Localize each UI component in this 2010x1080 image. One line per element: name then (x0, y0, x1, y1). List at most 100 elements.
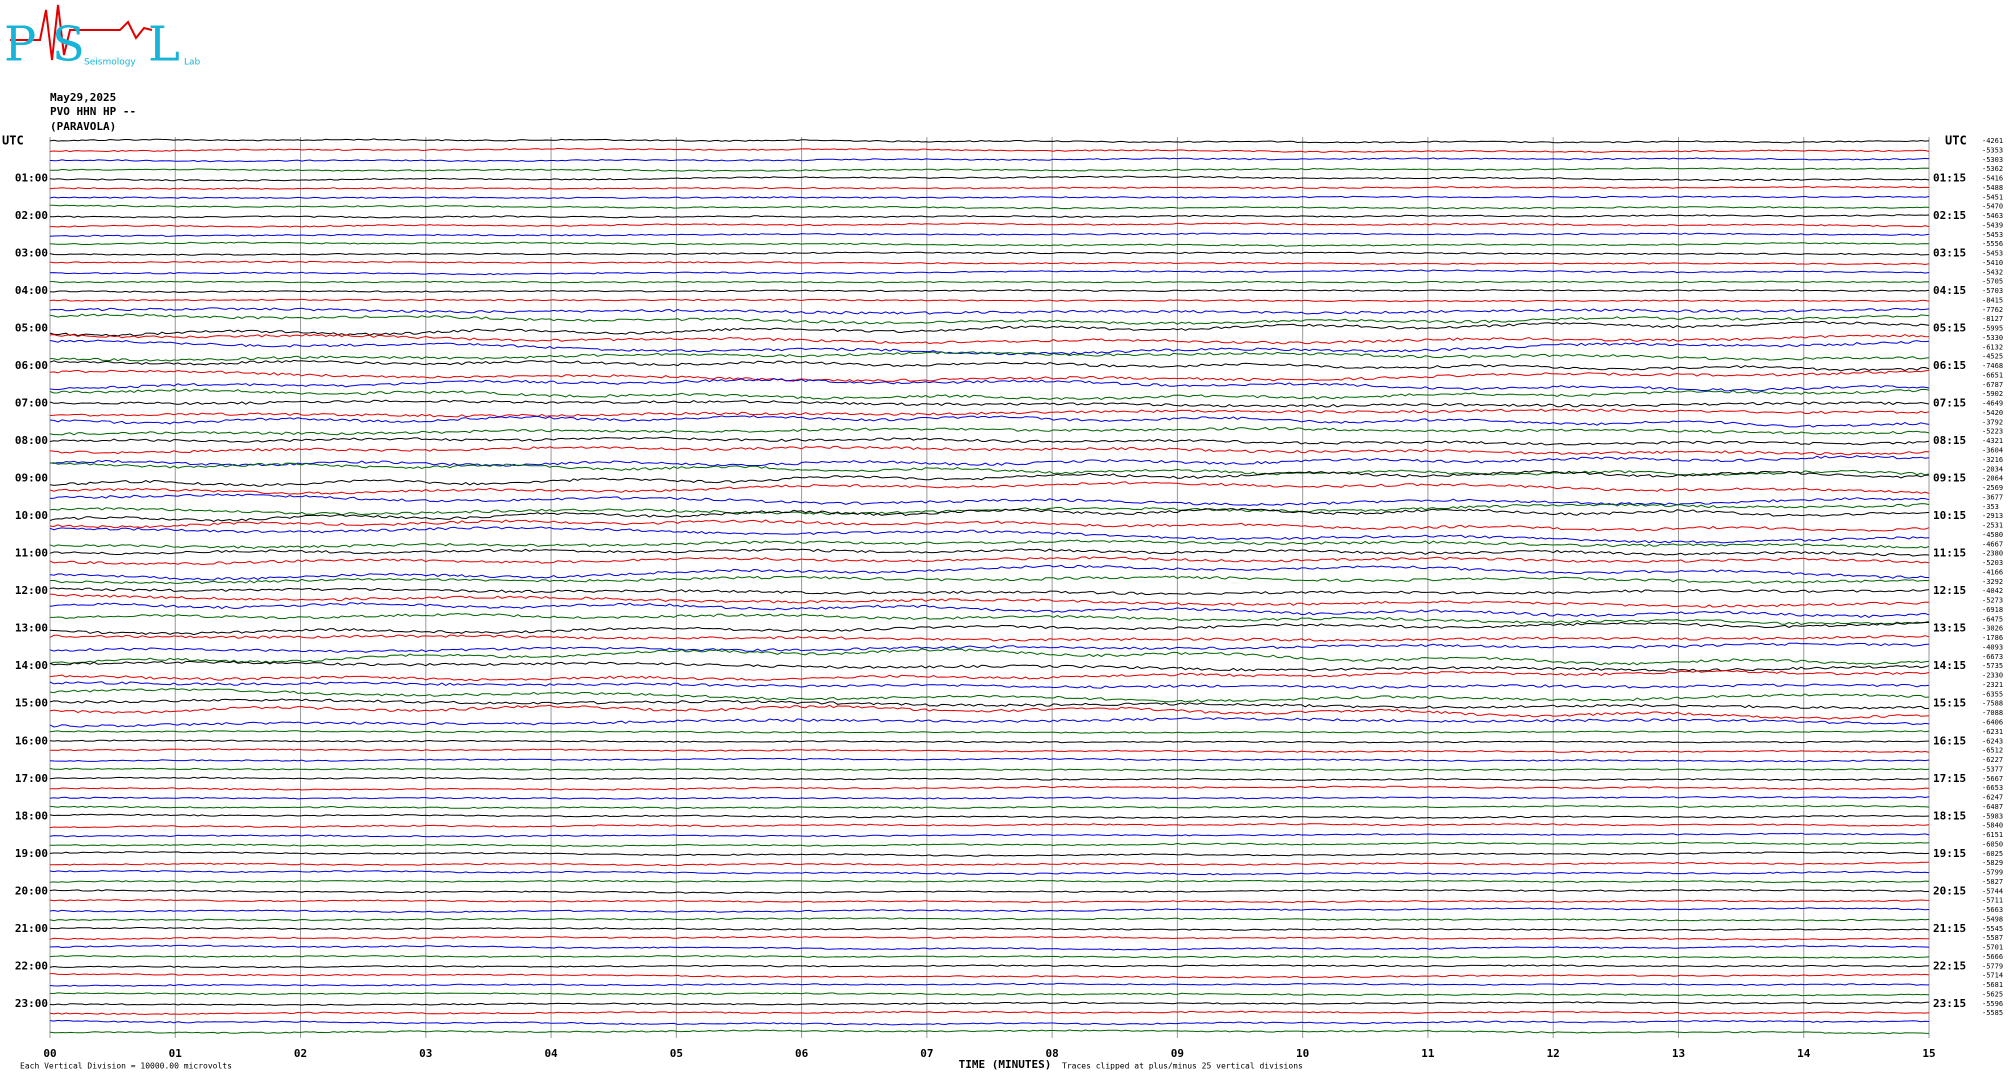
row-offset: -5587 (1982, 934, 2003, 942)
right-row-label: 04:15 (1933, 284, 1966, 297)
x-tick-label: 09 (1171, 1047, 1184, 1060)
trace (49, 408, 1930, 418)
row-offset: -5432 (1982, 268, 2003, 276)
trace (49, 359, 1930, 372)
right-row-label: 19:15 (1933, 847, 1966, 860)
trace (49, 621, 1930, 636)
x-tick-label: 10 (1296, 1047, 1309, 1060)
row-offset: -4667 (1982, 540, 2003, 548)
trace (49, 832, 1930, 838)
x-tick-label: 13 (1672, 1047, 1685, 1060)
left-row-label: 13:00 (15, 622, 48, 635)
trace (49, 481, 1930, 495)
trace (49, 269, 1930, 276)
row-offset: -5714 (1982, 972, 2003, 980)
row-offset: -7588 (1982, 700, 2003, 708)
trace (49, 157, 1930, 163)
trace (49, 260, 1930, 266)
trace (49, 813, 1930, 819)
row-offset: -7762 (1982, 306, 2003, 314)
row-offset: -5488 (1982, 184, 2003, 192)
trace (49, 251, 1930, 256)
row-offset: -1786 (1982, 634, 2003, 642)
left-row-label: 11:00 (15, 547, 48, 560)
row-offset: -5416 (1982, 175, 2003, 183)
row-offset: -5470 (1982, 203, 2003, 211)
trace (49, 320, 1930, 337)
trace (49, 869, 1930, 876)
trace (49, 851, 1930, 857)
row-offset: -5556 (1982, 240, 2003, 248)
trace (49, 602, 1930, 618)
row-offset: -4093 (1982, 643, 2003, 651)
trace (49, 138, 1930, 144)
row-offset: -2034 (1982, 465, 2003, 473)
row-offset: -2064 (1982, 475, 2003, 483)
trace (49, 964, 1929, 969)
trace (49, 493, 1930, 507)
right-row-label: 07:15 (1933, 397, 1966, 410)
row-offset: -5223 (1982, 428, 2003, 436)
x-tick-label: 00 (43, 1047, 56, 1060)
left-axis-label: UTC (2, 134, 24, 148)
row-offset: -4321 (1982, 437, 2003, 445)
row-offset: -4261 (1982, 137, 2003, 145)
trace (50, 167, 1930, 172)
row-offset: -6487 (1982, 803, 2003, 811)
row-offset: -5799 (1982, 869, 2003, 877)
trace (49, 427, 1930, 436)
trace (49, 955, 1930, 959)
trace (49, 669, 1930, 682)
row-offset: -3216 (1982, 456, 2003, 464)
row-offset: -4042 (1982, 587, 2003, 595)
row-offset: -5545 (1982, 925, 2003, 933)
right-row-label: 21:15 (1933, 922, 1966, 935)
x-tick-label: 07 (920, 1047, 933, 1060)
row-offset: -4525 (1982, 353, 2003, 361)
x-tick-label: 04 (544, 1047, 558, 1060)
right-row-label: 06:15 (1933, 359, 1966, 372)
row-offset: -5829 (1982, 859, 2003, 867)
row-offset: -5779 (1982, 962, 2003, 970)
trace (49, 704, 1930, 720)
row-offset: -6355 (1982, 690, 2003, 698)
trace (49, 507, 1930, 523)
right-row-label: 08:15 (1933, 434, 1966, 447)
logo: P S L Seismology Lab (4, 4, 201, 73)
row-offset: -7468 (1982, 362, 2003, 370)
trace (49, 642, 1930, 653)
left-row-label: 21:00 (15, 922, 48, 935)
trace (49, 575, 1930, 585)
row-offset: -5703 (1982, 287, 2003, 295)
row-offset: -3292 (1982, 578, 2003, 586)
row-offset: -2531 (1982, 522, 2003, 530)
row-offset: -5362 (1982, 165, 2003, 173)
header-location: (PARAVOLA) (50, 120, 116, 133)
left-row-label: 08:00 (15, 434, 48, 447)
trace (49, 698, 1930, 710)
row-offset: -5377 (1982, 765, 2003, 773)
left-row-label: 15:00 (15, 697, 48, 710)
row-offset: -6025 (1982, 850, 2003, 858)
row-offset: -6653 (1982, 784, 2003, 792)
trace (49, 195, 1930, 199)
trace (49, 232, 1930, 237)
row-offset: -2913 (1982, 512, 2003, 520)
trace (49, 889, 1930, 894)
trace (49, 526, 1930, 544)
right-row-label: 02:15 (1933, 209, 1966, 222)
row-offset: -7088 (1982, 709, 2003, 717)
trace (50, 612, 1930, 626)
row-offset: -4580 (1982, 531, 2003, 539)
right-row-label: 16:15 (1933, 734, 1966, 747)
row-offset: -5681 (1982, 981, 2003, 989)
trace (50, 204, 1930, 210)
left-row-label: 10:00 (15, 509, 48, 522)
row-offset: -6227 (1982, 756, 2003, 764)
row-offset: -5995 (1982, 325, 2003, 333)
x-tick-label: 03 (419, 1047, 432, 1060)
trace (49, 804, 1930, 809)
trace (50, 593, 1930, 608)
row-offset: -6132 (1982, 343, 2003, 351)
left-row-label: 12:00 (15, 584, 48, 597)
